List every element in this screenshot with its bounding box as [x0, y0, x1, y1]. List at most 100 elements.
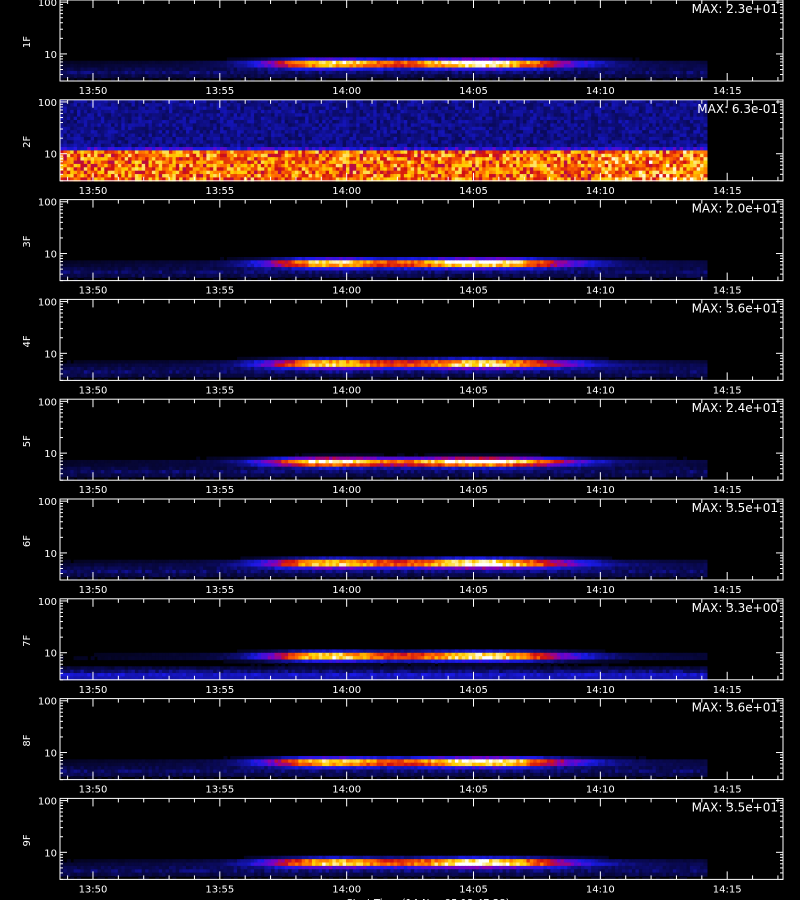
heatmap-cell: [642, 106, 647, 111]
heatmap-cell: [243, 74, 248, 79]
heatmap-cell: [141, 109, 146, 114]
heatmap-cell: [666, 120, 671, 125]
heatmap-cell: [625, 120, 630, 125]
heatmap-cell: [475, 113, 480, 118]
heatmap-cell: [584, 57, 589, 62]
heatmap-cell: [492, 70, 497, 75]
heatmap-cell: [138, 123, 143, 128]
heatmap-cell: [492, 109, 497, 114]
heatmap-cell: [192, 64, 197, 69]
heatmap-cell: [420, 60, 425, 65]
heatmap-cell: [703, 74, 708, 79]
heatmap-cell: [352, 120, 357, 125]
heatmap-cell: [434, 109, 439, 114]
heatmap-cell: [220, 64, 225, 69]
heatmap-cell: [199, 99, 204, 104]
heatmap-cell: [213, 60, 218, 65]
heatmap-cell: [138, 67, 143, 72]
heatmap-cell: [434, 70, 439, 75]
heatmap-cell: [104, 74, 109, 79]
heatmap-cell: [683, 60, 688, 65]
heatmap-cell: [700, 60, 705, 65]
heatmap-cell: [468, 70, 473, 75]
heatmap-cell: [325, 113, 330, 118]
heatmap-cell: [621, 70, 626, 75]
heatmap-cell: [441, 67, 446, 72]
heatmap-cell: [414, 77, 419, 82]
heatmap-cell: [359, 74, 364, 79]
heatmap-cell: [570, 70, 575, 75]
heatmap-cell: [121, 123, 126, 128]
heatmap-cell: [172, 77, 177, 82]
heatmap-cell: [519, 120, 524, 125]
heatmap-cell: [189, 120, 194, 125]
heatmap-cell: [608, 120, 613, 125]
heatmap-cell: [148, 74, 153, 79]
heatmap-cell: [339, 106, 344, 111]
heatmap-cell: [294, 74, 299, 79]
heatmap-cell: [70, 67, 75, 72]
heatmap-cell: [77, 74, 82, 79]
heatmap-cell: [642, 113, 647, 118]
heatmap-cell: [546, 57, 551, 62]
heatmap-cell: [60, 109, 64, 114]
heatmap-cell: [134, 120, 139, 125]
heatmap-cell: [162, 74, 167, 79]
heatmap-cell: [322, 113, 327, 118]
heatmap-cell: [618, 116, 623, 121]
heatmap-cell: [693, 99, 698, 104]
heatmap-cell: [172, 67, 177, 72]
heatmap-cell: [185, 64, 190, 69]
heatmap-cell: [625, 70, 630, 75]
heatmap-cell: [274, 70, 279, 75]
heatmap-cell: [543, 120, 548, 125]
heatmap-cell: [608, 64, 613, 69]
heatmap-cell: [397, 120, 402, 125]
heatmap-cell: [414, 74, 419, 79]
heatmap-cell: [209, 70, 214, 75]
heatmap-cell: [414, 103, 419, 108]
heatmap-cell: [686, 64, 691, 69]
heatmap-cell: [659, 64, 664, 69]
heatmap-cell: [403, 67, 408, 72]
heatmap-cell: [604, 57, 609, 62]
heatmap-cell: [366, 116, 371, 121]
heatmap-cell: [570, 106, 575, 111]
heatmap-cell: [66, 103, 71, 108]
heatmap-cell: [308, 60, 313, 65]
heatmap-cell: [271, 123, 276, 128]
heatmap-cell: [676, 113, 681, 118]
heatmap-cell: [553, 64, 558, 69]
heatmap-cell: [352, 57, 357, 62]
heatmap-cell: [111, 109, 116, 114]
heatmap-cell: [267, 113, 272, 118]
heatmap-cell: [315, 116, 320, 121]
heatmap-cell: [366, 106, 371, 111]
heatmap-cell: [642, 60, 647, 65]
heatmap-cell: [220, 106, 225, 111]
heatmap-cell: [451, 106, 456, 111]
heatmap-cell: [414, 57, 419, 62]
heatmap-cell: [499, 74, 504, 79]
heatmap-cell: [288, 74, 293, 79]
heatmap-cell: [87, 70, 92, 75]
heatmap-cell: [631, 113, 636, 118]
heatmap-cell: [407, 77, 412, 82]
heatmap-cell: [608, 74, 613, 79]
heatmap-cell: [346, 116, 350, 121]
heatmap-cell: [114, 67, 119, 72]
heatmap-cell: [403, 109, 408, 114]
heatmap-cell: [683, 116, 688, 121]
max-annotation: MAX: 2.3e+01: [692, 2, 778, 16]
heatmap-cell: [274, 106, 279, 111]
heatmap-cell: [495, 57, 500, 62]
heatmap-cell: [80, 103, 85, 108]
heatmap-cell: [373, 120, 378, 125]
heatmap-cell: [543, 67, 548, 72]
heatmap-cell: [666, 106, 671, 111]
heatmap-cell: [516, 70, 521, 75]
heatmap-cell: [199, 123, 204, 128]
heatmap-cell: [451, 70, 456, 75]
heatmap-cell: [478, 106, 483, 111]
heatmap-cell: [591, 113, 596, 118]
